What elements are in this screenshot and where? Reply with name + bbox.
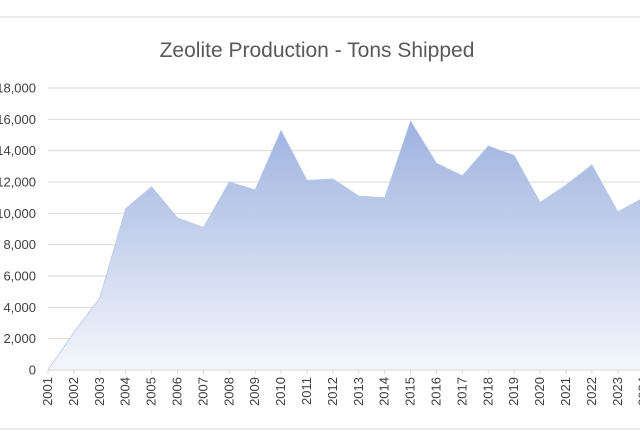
y-tick-label: 4,000 [3,300,36,315]
y-axis-ticks: 0 2,000 4,000 6,000 8,000 10,000 12,000 14,000 1… [0,81,36,378]
x-tick-label: 2010 [273,377,288,406]
x-tick-label: 2014 [377,377,392,406]
x-tick-label: 2015 [403,377,418,406]
x-axis-ticks: 2001 2002 2003 2004 2005 2006 2007 2008 2009 2010… [40,369,640,406]
x-tick-label: 2006 [170,377,185,406]
x-tick-label: 2018 [480,377,495,406]
y-tick-label: 12,000 [0,175,36,190]
x-tick-label: 2002 [66,377,81,406]
chart-title: Zeolite Production - Tons Shipped [160,39,475,62]
x-tick-label: 2004 [118,377,133,406]
x-tick-label: 2021 [558,377,573,406]
y-tick-label: 16,000 [0,112,36,127]
y-tick-label: 2,000 [3,331,36,346]
y-tick-label: 6,000 [3,269,36,284]
x-tick-label: 2008 [221,377,236,406]
x-tick-label: 2011 [299,377,314,405]
x-tick-label: 2005 [144,377,159,406]
x-tick-label: 2020 [532,377,547,406]
x-tick-label: 2003 [92,377,107,406]
y-tick-label: 8,000 [3,237,36,252]
x-tick-label: 2016 [429,377,444,406]
x-tick-label: 2013 [351,377,366,406]
x-tick-label: 2007 [195,377,210,406]
area-series [47,119,640,371]
x-tick-label: 2012 [325,377,340,406]
x-tick-label: 2001 [40,377,55,406]
x-tick-label: 2017 [454,377,469,406]
x-tick-label: 2023 [610,377,625,406]
series-area [47,119,640,371]
x-tick-label: 2019 [506,377,521,406]
y-tick-label: 10,000 [0,206,36,221]
x-tick-label: 2022 [584,377,599,406]
y-tick-label: 18,000 [0,81,36,96]
x-tick-label: 2024 [636,377,640,406]
y-tick-label: 0 [29,363,36,378]
y-tick-label: 14,000 [0,143,36,158]
x-tick-label: 2009 [247,377,262,406]
